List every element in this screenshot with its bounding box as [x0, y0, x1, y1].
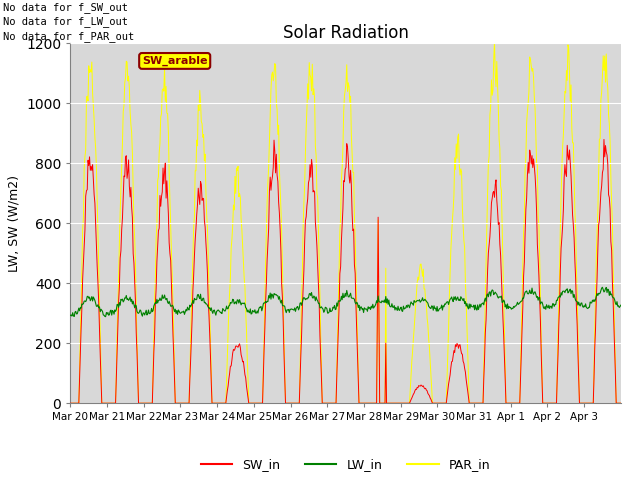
- Legend: SW_in, LW_in, PAR_in: SW_in, LW_in, PAR_in: [196, 453, 495, 476]
- Text: No data for f_SW_out
No data for f_LW_out
No data for f_PAR_out: No data for f_SW_out No data for f_LW_ou…: [3, 2, 134, 41]
- Text: SW_arable: SW_arable: [142, 56, 207, 66]
- Title: Solar Radiation: Solar Radiation: [283, 24, 408, 42]
- Y-axis label: LW, SW (W/m2): LW, SW (W/m2): [8, 175, 20, 272]
